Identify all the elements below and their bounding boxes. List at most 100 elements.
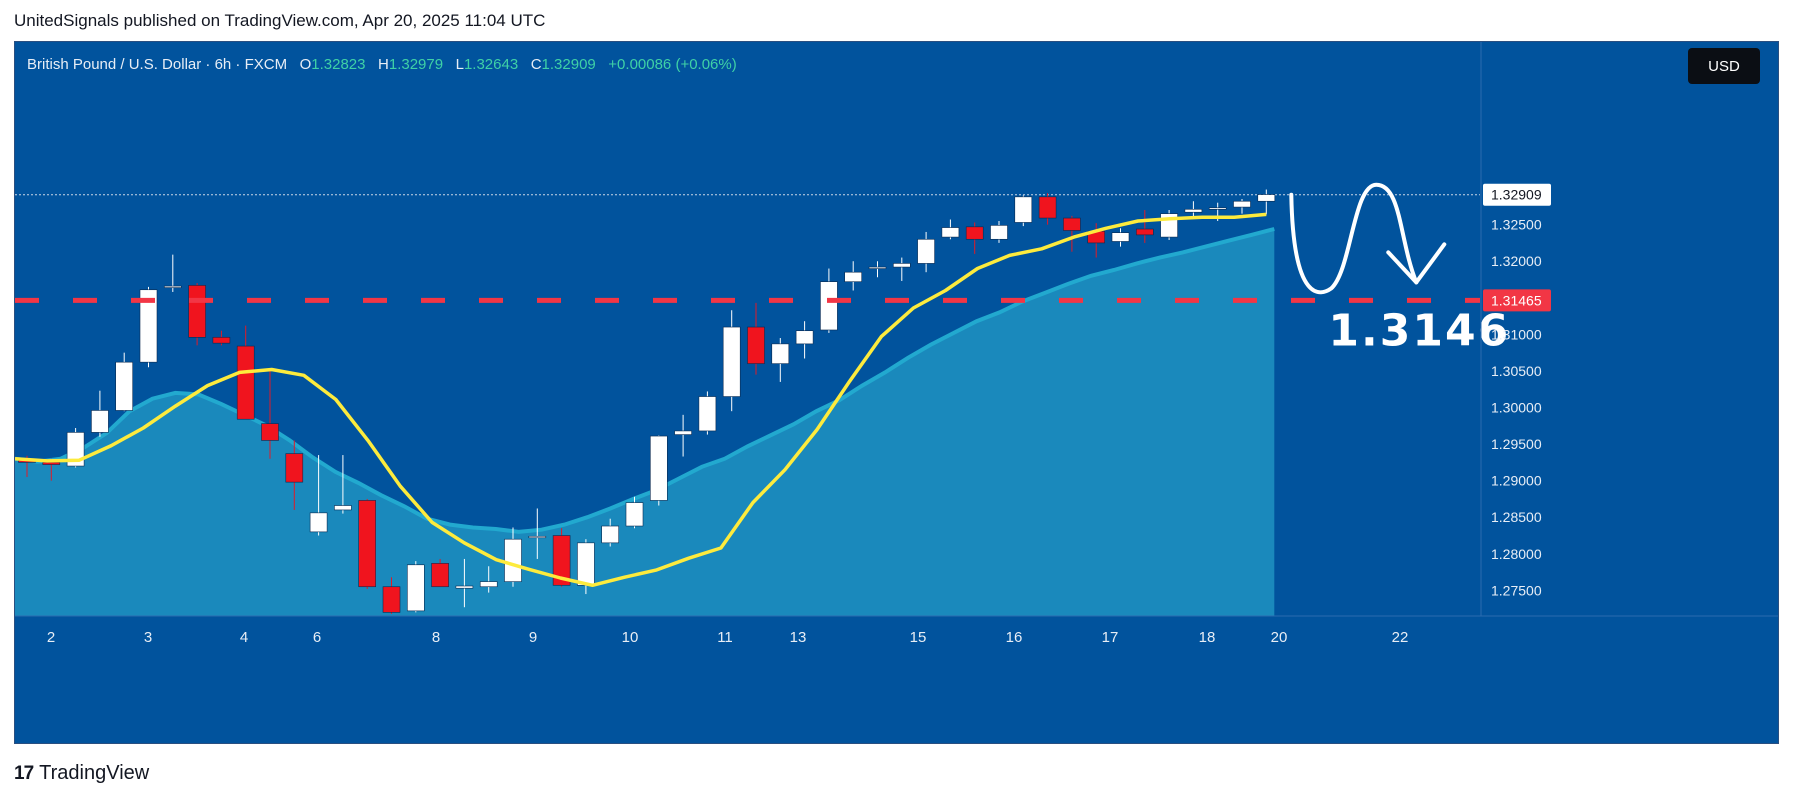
candle bbox=[1160, 210, 1178, 241]
price-tick-label: 1.28000 bbox=[1491, 546, 1542, 562]
candle bbox=[965, 222, 984, 254]
candle-body bbox=[965, 226, 984, 240]
open-value: 1.32823 bbox=[311, 56, 366, 73]
time-tick-label: 9 bbox=[529, 629, 537, 646]
time-tick-label: 17 bbox=[1102, 629, 1119, 646]
target-price-badge bbox=[1483, 289, 1551, 312]
candle-body bbox=[479, 581, 498, 588]
candle bbox=[1038, 193, 1057, 225]
time-tick-label: 22 bbox=[1392, 629, 1409, 646]
price-badges: 1.32909 1.31465 bbox=[1483, 183, 1551, 312]
moving-average-layer bbox=[15, 212, 1267, 588]
price-tick-label: 1.32500 bbox=[1491, 217, 1542, 233]
slow-ma-line bbox=[15, 227, 1275, 534]
candle bbox=[990, 220, 1008, 243]
candle bbox=[844, 261, 863, 291]
candle-body bbox=[139, 289, 158, 363]
candle-body bbox=[1014, 196, 1033, 223]
candle-body bbox=[42, 462, 61, 465]
candle-body bbox=[66, 432, 85, 467]
candle-body bbox=[528, 535, 547, 539]
close-label: C bbox=[530, 56, 542, 73]
candle-body bbox=[1136, 228, 1154, 236]
slow-ma-area bbox=[15, 229, 1275, 616]
candle bbox=[431, 558, 449, 588]
time-tick-label: 3 bbox=[144, 629, 152, 646]
time-tick-label: 20 bbox=[1271, 629, 1288, 646]
candle bbox=[747, 302, 765, 375]
candle-body bbox=[188, 285, 206, 338]
candle-body bbox=[917, 238, 935, 264]
currency-button[interactable]: USD bbox=[1688, 48, 1760, 84]
candle-body bbox=[941, 227, 960, 238]
time-axis[interactable]: 2 3 4 6 8 9 10 11 13 15 16 17 18 20 22 bbox=[47, 629, 1409, 646]
chart-panel[interactable]: 1.3146 1.32500 1.32000 1.31000 1.30500 1.300… bbox=[14, 41, 1779, 744]
fast-ma-line bbox=[15, 212, 1267, 588]
candlestick-chart[interactable]: 1.3146 1.32500 1.32000 1.31000 1.30500 1.300… bbox=[15, 42, 1779, 744]
candle bbox=[212, 330, 231, 346]
target-price-badge-text: 1.31465 bbox=[1491, 292, 1542, 308]
candle bbox=[674, 414, 692, 457]
candle-body bbox=[164, 285, 182, 288]
candle-body bbox=[722, 326, 741, 397]
open-label: O bbox=[299, 56, 312, 73]
candle bbox=[334, 455, 352, 514]
candle-body bbox=[747, 326, 765, 364]
close-value: 1.32909 bbox=[541, 56, 596, 73]
candle bbox=[1063, 215, 1081, 252]
projection-arrow-path bbox=[1289, 182, 1419, 295]
symbol-name: British Pound / U.S. Dollar · 6h · FXCM bbox=[27, 56, 288, 73]
candle-body bbox=[552, 535, 571, 586]
time-tick-label: 4 bbox=[240, 629, 248, 646]
price-tick-label: 1.27500 bbox=[1491, 582, 1542, 598]
change-value: +0.00086 (+0.06%) bbox=[608, 56, 737, 73]
candle-body bbox=[285, 453, 304, 483]
candle-body bbox=[91, 410, 109, 433]
candle bbox=[917, 231, 935, 273]
candle-body bbox=[455, 585, 474, 589]
candle bbox=[892, 257, 911, 281]
candle bbox=[406, 561, 425, 613]
high-label: H bbox=[378, 56, 389, 73]
time-tick-label: 16 bbox=[1006, 629, 1023, 646]
last-price-badge-text: 1.32909 bbox=[1491, 187, 1542, 203]
high-value: 1.32979 bbox=[388, 56, 444, 73]
slow-ma-area-layer bbox=[15, 227, 1275, 616]
candle-body bbox=[698, 396, 717, 432]
candle bbox=[188, 283, 206, 346]
candle bbox=[649, 435, 668, 506]
price-tick-label: 1.32000 bbox=[1491, 253, 1542, 269]
candle bbox=[1184, 201, 1203, 219]
price-tick-label: 1.31000 bbox=[1491, 326, 1542, 342]
candle-body bbox=[868, 266, 887, 269]
candle bbox=[504, 527, 522, 587]
candle bbox=[115, 352, 133, 412]
candle-body bbox=[406, 564, 425, 612]
price-tick-label: 1.28500 bbox=[1491, 509, 1542, 525]
price-tick-label: 1.30000 bbox=[1491, 400, 1542, 416]
time-tick-label: 18 bbox=[1199, 629, 1216, 646]
candle-body bbox=[1233, 200, 1251, 208]
candle bbox=[91, 390, 109, 437]
time-tick-label: 13 bbox=[790, 629, 807, 646]
candle bbox=[358, 498, 377, 589]
candle bbox=[1257, 189, 1276, 215]
candle bbox=[479, 566, 498, 593]
candle-body bbox=[674, 430, 692, 435]
tradingview-logo[interactable]: 17 TradingView bbox=[14, 762, 149, 785]
target-annotation: 1.3146 bbox=[1328, 305, 1510, 356]
time-tick-label: 6 bbox=[313, 629, 321, 646]
candle-body bbox=[309, 512, 328, 533]
candle bbox=[1014, 195, 1033, 227]
time-tick-label: 10 bbox=[622, 629, 639, 646]
candle-body bbox=[1257, 194, 1276, 202]
candle-body bbox=[1184, 208, 1203, 213]
candle bbox=[285, 440, 304, 510]
last-price-badge bbox=[1483, 183, 1551, 206]
tradingview-mark-icon: 17 bbox=[14, 762, 34, 784]
candle-body bbox=[771, 343, 790, 364]
price-axis[interactable]: 1.32500 1.32000 1.31000 1.30500 1.30000 1.295… bbox=[1491, 217, 1542, 599]
brand-name: TradingView bbox=[39, 762, 150, 784]
candle-body bbox=[1111, 232, 1130, 242]
candle bbox=[382, 577, 401, 614]
